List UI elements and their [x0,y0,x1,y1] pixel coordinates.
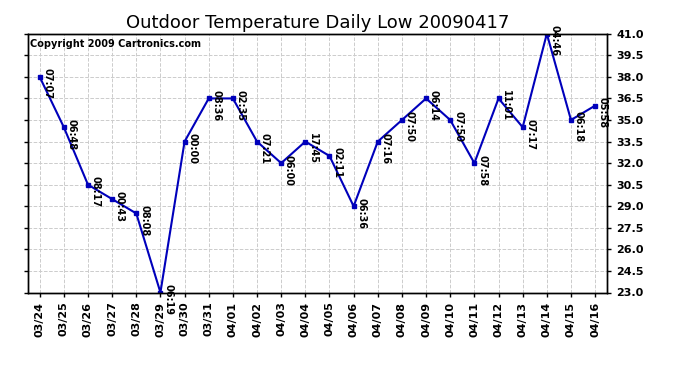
Text: 07:50: 07:50 [453,111,463,142]
Title: Outdoor Temperature Daily Low 20090417: Outdoor Temperature Daily Low 20090417 [126,14,509,32]
Text: 07:07: 07:07 [43,68,52,99]
Text: 07:21: 07:21 [260,133,270,164]
Text: 06:18: 06:18 [574,111,584,142]
Text: 07:17: 07:17 [526,118,535,150]
Text: 11:01: 11:01 [502,90,511,121]
Text: Copyright 2009 Cartronics.com: Copyright 2009 Cartronics.com [30,39,201,49]
Text: 06:36: 06:36 [357,198,366,229]
Text: 04:46: 04:46 [550,25,560,56]
Text: 08:36: 08:36 [212,90,221,121]
Text: 05:58: 05:58 [598,97,608,128]
Text: 00:00: 00:00 [188,133,197,164]
Text: 06:48: 06:48 [67,118,77,150]
Text: 07:16: 07:16 [381,133,391,164]
Text: 08:17: 08:17 [91,176,101,207]
Text: 08:08: 08:08 [139,205,149,236]
Text: 02:11: 02:11 [333,147,342,178]
Text: 06:00: 06:00 [284,154,294,186]
Text: 07:50: 07:50 [405,111,415,142]
Text: 02:35: 02:35 [236,90,246,121]
Text: 06:19: 06:19 [164,284,173,315]
Text: 07:58: 07:58 [477,154,487,186]
Text: 06:14: 06:14 [429,90,439,121]
Text: 17:45: 17:45 [308,133,318,164]
Text: 00:43: 00:43 [115,190,125,222]
